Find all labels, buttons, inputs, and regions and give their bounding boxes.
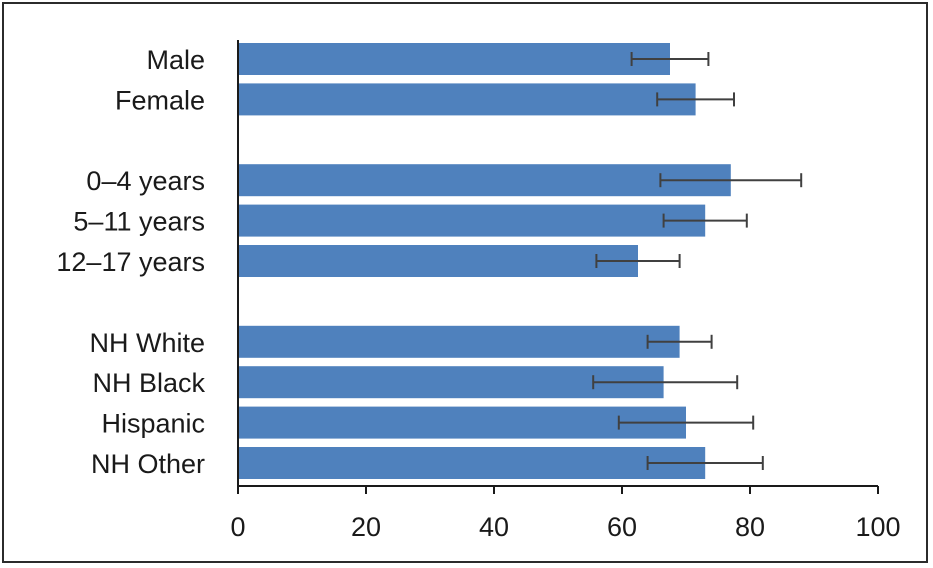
bars-layer [239, 43, 731, 479]
x-tick-label: 80 [735, 512, 765, 542]
bar [239, 83, 696, 116]
category-label: NH Other [91, 449, 205, 479]
bar [239, 43, 670, 75]
category-label: 5–11 years [73, 207, 205, 237]
category-labels-layer: Male Female 0–4 years 5–11 years 12–17 years… [56, 45, 205, 479]
x-tick-label: 60 [607, 512, 637, 542]
bar [239, 447, 706, 479]
category-label: NH White [89, 328, 205, 358]
x-tick-label: 0 [230, 512, 245, 542]
x-tick-label: 40 [479, 512, 509, 542]
category-label: NH Black [92, 368, 205, 398]
category-label: Female [115, 85, 205, 115]
axes-layer: 0 20 40 60 80 100 [230, 40, 901, 542]
bar [239, 164, 731, 197]
category-label: 0–4 years [86, 166, 205, 196]
bar [239, 245, 638, 277]
x-tick-label: 20 [351, 512, 381, 542]
bar [239, 406, 686, 439]
error-bars-layer [592, 52, 803, 470]
x-tick-label: 100 [855, 512, 900, 542]
bar [239, 325, 680, 358]
category-label: Male [146, 45, 205, 75]
category-label: 12–17 years [56, 247, 205, 277]
category-label: Hispanic [101, 409, 205, 439]
bar [239, 204, 706, 237]
